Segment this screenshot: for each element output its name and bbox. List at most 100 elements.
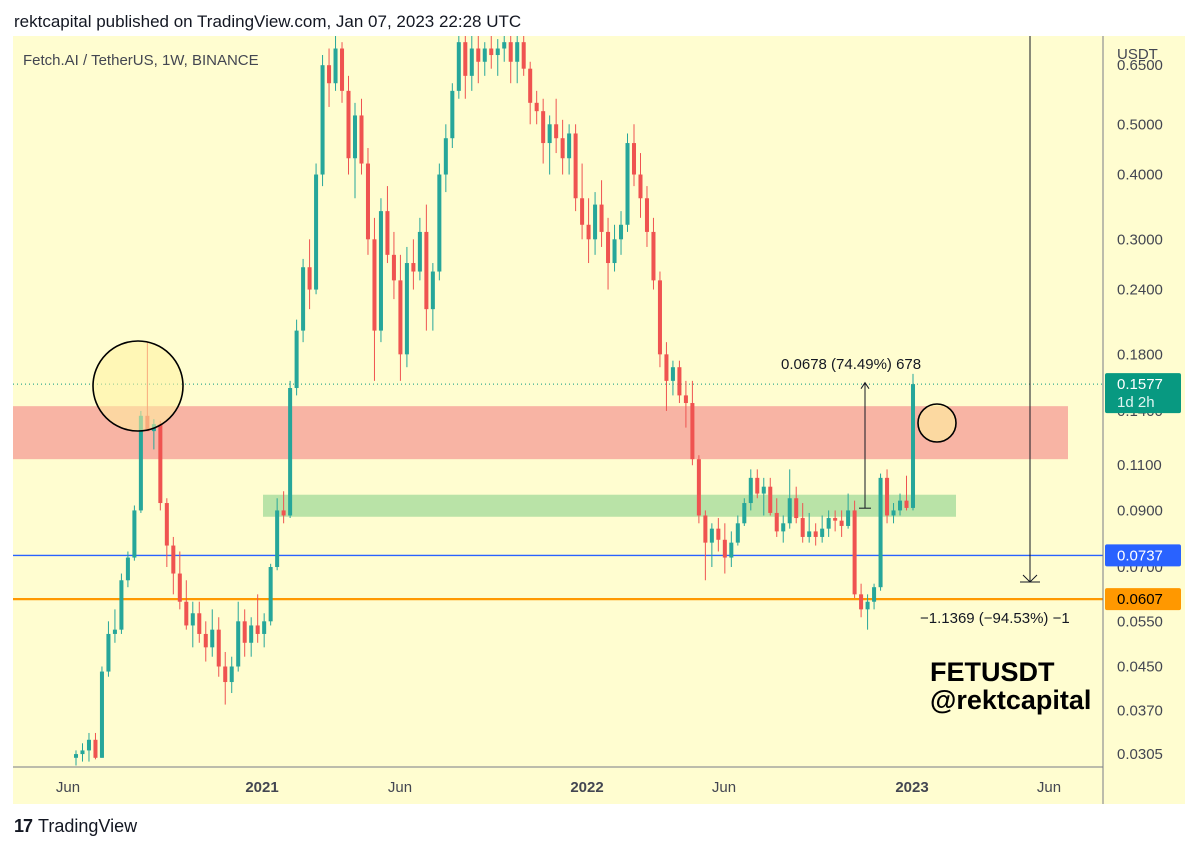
candle-body[interactable] xyxy=(456,42,461,91)
candle-body[interactable] xyxy=(593,204,598,240)
candle-body[interactable] xyxy=(729,542,734,558)
candle-body[interactable] xyxy=(268,567,273,622)
candle-body[interactable] xyxy=(690,403,695,460)
candle-body[interactable] xyxy=(184,601,189,626)
candle-body[interactable] xyxy=(190,613,195,626)
candle-body[interactable] xyxy=(469,48,474,76)
candle-body[interactable] xyxy=(255,625,260,634)
candle-body[interactable] xyxy=(683,395,688,404)
candle-body[interactable] xyxy=(859,594,864,610)
candle-body[interactable] xyxy=(891,510,896,516)
candle-body[interactable] xyxy=(365,163,370,240)
price-axis[interactable]: USDT 0.6500 0.5000 0.4000 0.3000 0.2400 0.180… xyxy=(1102,36,1181,804)
candle-body[interactable] xyxy=(391,254,396,281)
candle-body[interactable] xyxy=(885,477,890,516)
candle-body[interactable] xyxy=(599,204,604,232)
chart-area[interactable]: Fetch.AI / TetherUS, 1W, BINANCE 0.0678 … xyxy=(13,36,1185,804)
candle-body[interactable] xyxy=(80,750,85,755)
candle-body[interactable] xyxy=(281,510,286,516)
candle-body[interactable] xyxy=(567,133,572,159)
candle-body[interactable] xyxy=(320,65,325,175)
candle-body[interactable] xyxy=(904,500,909,508)
candle-body[interactable] xyxy=(508,42,513,62)
candle-body[interactable] xyxy=(826,518,831,529)
candle-body[interactable] xyxy=(385,211,390,255)
candle-body[interactable] xyxy=(748,477,753,504)
candle-body[interactable] xyxy=(794,498,799,519)
candle-body[interactable] xyxy=(138,415,143,511)
candle-body[interactable] xyxy=(761,486,766,494)
candle-body[interactable] xyxy=(735,523,740,543)
candle-body[interactable] xyxy=(197,613,202,634)
candle-body[interactable] xyxy=(346,90,351,159)
candle-body[interactable] xyxy=(703,515,708,543)
candle-body[interactable] xyxy=(86,739,91,751)
candle-body[interactable] xyxy=(625,143,630,225)
candle-body[interactable] xyxy=(638,174,643,199)
candle-body[interactable] xyxy=(521,42,526,69)
candle-body[interactable] xyxy=(872,587,877,602)
candle-body[interactable] xyxy=(657,280,662,355)
candle-body[interactable] xyxy=(742,503,747,524)
candlestick-chart[interactable]: Fetch.AI / TetherUS, 1W, BINANCE 0.0678 … xyxy=(13,36,1185,804)
candle-body[interactable] xyxy=(378,211,383,331)
time-axis[interactable]: Jun 2021 Jun 2022 Jun 2023 Jun xyxy=(13,766,1103,796)
candle-body[interactable] xyxy=(171,545,176,574)
candle-body[interactable] xyxy=(216,629,221,667)
candle-body[interactable] xyxy=(359,115,364,164)
candle-body[interactable] xyxy=(813,531,818,537)
candle-body[interactable] xyxy=(787,498,792,524)
candle-body[interactable] xyxy=(327,65,332,84)
candle-body[interactable] xyxy=(670,367,675,381)
candle-body[interactable] xyxy=(586,224,591,240)
candle-body[interactable] xyxy=(106,633,111,672)
candle-body[interactable] xyxy=(210,629,215,648)
candle-body[interactable] xyxy=(443,138,448,175)
tradingview-footer[interactable]: 17 TradingView xyxy=(14,816,137,837)
candle-body[interactable] xyxy=(800,518,805,537)
candle-body[interactable] xyxy=(547,124,552,144)
candle-body[interactable] xyxy=(774,512,779,532)
candle-body[interactable] xyxy=(612,239,617,264)
candle-body[interactable] xyxy=(430,271,435,310)
candle-body[interactable] xyxy=(275,510,280,568)
candle-body[interactable] xyxy=(177,573,182,602)
candle-body[interactable] xyxy=(417,231,422,272)
candle-body[interactable] xyxy=(398,280,403,355)
candle-body[interactable] xyxy=(242,621,247,643)
candle-body[interactable] xyxy=(619,224,624,240)
candle-body[interactable] xyxy=(865,601,870,610)
candle-body[interactable] xyxy=(495,48,500,56)
candle-body[interactable] xyxy=(164,503,169,546)
candle-body[interactable] xyxy=(580,198,585,225)
candle-body[interactable] xyxy=(301,267,306,331)
candle-body[interactable] xyxy=(489,48,494,56)
candle-body[interactable] xyxy=(450,90,455,139)
candle-body[interactable] xyxy=(352,115,358,159)
candle-body[interactable] xyxy=(807,531,812,537)
candle-body[interactable] xyxy=(288,388,293,516)
candle-body[interactable] xyxy=(910,384,916,508)
candle-body[interactable] xyxy=(560,138,565,159)
candle-body[interactable] xyxy=(755,477,760,494)
candle-body[interactable] xyxy=(411,263,416,272)
candle-body[interactable] xyxy=(249,625,254,643)
candle-body[interactable] xyxy=(898,500,903,511)
candle-body[interactable] xyxy=(119,580,124,630)
candle-body[interactable] xyxy=(340,48,345,91)
candle-body[interactable] xyxy=(229,666,234,683)
candle-body[interactable] xyxy=(541,111,546,144)
candle-body[interactable] xyxy=(314,174,319,290)
candle-body[interactable] xyxy=(476,48,481,62)
candle-body[interactable] xyxy=(651,231,656,281)
candle-body[interactable] xyxy=(852,510,857,595)
candle-body[interactable] xyxy=(644,198,649,232)
candle-body[interactable] xyxy=(554,124,559,139)
candle-body[interactable] xyxy=(878,477,883,588)
candle-body[interactable] xyxy=(132,510,137,558)
candle-body[interactable] xyxy=(677,367,682,396)
candle-body[interactable] xyxy=(534,102,539,112)
candle-body[interactable] xyxy=(820,528,825,537)
candle-body[interactable] xyxy=(696,459,701,516)
candle-body[interactable] xyxy=(404,263,409,355)
